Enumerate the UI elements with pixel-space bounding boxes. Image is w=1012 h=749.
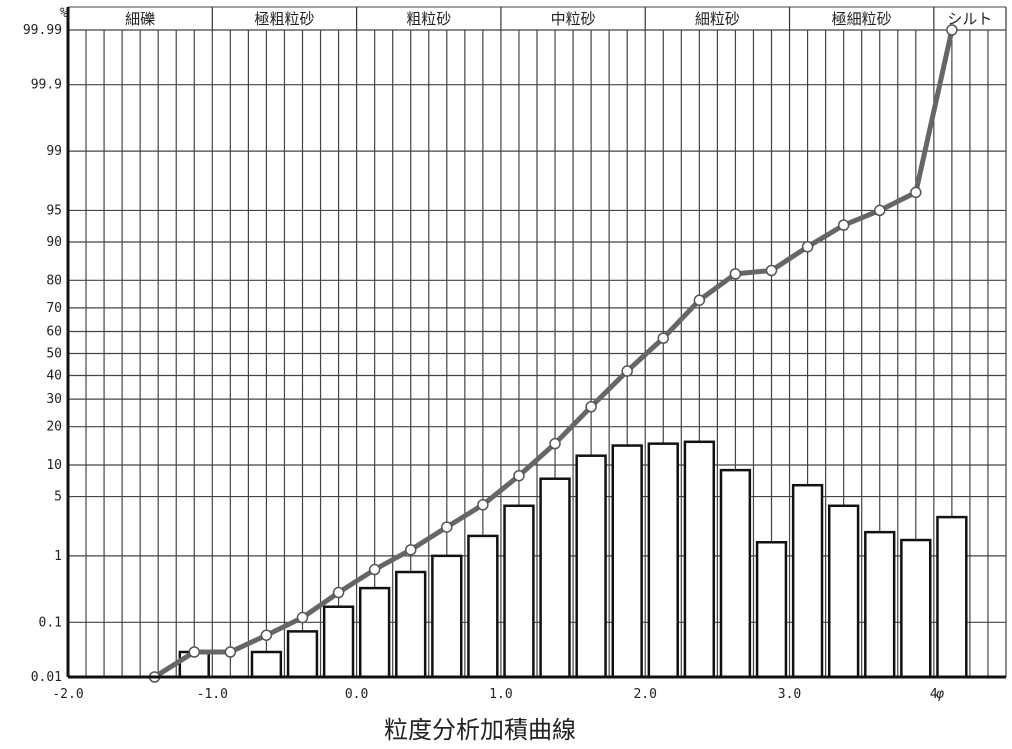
y-tick-label: 99 (46, 144, 62, 159)
y-tick-label: 99.9 (31, 78, 62, 93)
x-tick-label: 3.0 (778, 687, 801, 702)
bar (900, 538, 932, 679)
x-tick-label: 4 (930, 687, 938, 702)
y-tick-label: 50 (46, 347, 62, 362)
cumulative-point (441, 521, 453, 533)
cumulative-point (765, 264, 778, 277)
cumulative-point (946, 24, 958, 36)
bar (647, 442, 679, 679)
cumulative-curve (148, 24, 958, 683)
cumulative-point (260, 629, 273, 641)
class-label: シルト (947, 10, 992, 28)
y-tick-label: 5 (54, 490, 62, 505)
class-label: 粗粒砂 (406, 10, 451, 28)
y-tick-label: 1 (54, 549, 62, 564)
cumulative-point (621, 365, 633, 377)
cumulative-point (910, 186, 922, 199)
bar (395, 570, 427, 679)
y-tick-label: 0.01 (31, 670, 62, 685)
x-unit-label: φ (936, 687, 944, 702)
x-tick-label: 2.0 (633, 687, 656, 702)
class-label: 極粗粒砂 (254, 10, 314, 28)
bar (322, 605, 355, 679)
bar (575, 454, 607, 679)
bar (827, 504, 860, 679)
y-unit-label: % (60, 6, 68, 21)
bar (791, 483, 824, 679)
x-tick-label: -1.0 (197, 687, 228, 702)
bar (611, 444, 643, 679)
cumulative-point (224, 646, 237, 658)
cumulative-point (837, 219, 850, 231)
x-tick-label: 0.0 (345, 687, 368, 702)
cumulative-point (873, 204, 886, 217)
cumulative-point (368, 563, 381, 576)
bar (286, 630, 319, 679)
y-tick-label: 99.99 (23, 23, 62, 38)
x-tick-label: 1.0 (489, 687, 512, 702)
cumulative-point (657, 332, 670, 344)
bar (358, 586, 391, 679)
y-tick-label: 20 (46, 420, 62, 435)
chart-labels: 0.01 0.1 1 5 10 20 30 40 50 60 70 80 90 95 99 99.9 99.99… (23, 10, 993, 702)
cumulative-point (404, 544, 417, 556)
cumulative-point (296, 611, 309, 624)
y-tick-label: 30 (46, 392, 62, 407)
cumulative-point (585, 401, 597, 413)
class-label: 極細粒砂 (832, 10, 892, 28)
y-tick-label: 95 (46, 203, 62, 218)
bar (864, 530, 896, 679)
bar (936, 515, 968, 679)
y-tick-label: 90 (46, 235, 62, 250)
bar (539, 477, 571, 679)
y-tick-label: 40 (46, 369, 62, 384)
y-tick-label: 0.1 (39, 615, 62, 630)
bar (503, 504, 535, 679)
bar (431, 554, 463, 679)
y-tick-label: 80 (46, 273, 62, 288)
chart-axes (66, 6, 1007, 679)
cumulative-point (801, 241, 814, 253)
cumulative-point (332, 586, 345, 599)
y-tick-label: 10 (46, 458, 62, 473)
bar (683, 440, 716, 679)
chart-title: 粒度分析加積曲線 (384, 716, 576, 744)
bar (719, 468, 752, 679)
bar (755, 541, 788, 679)
bar (250, 650, 283, 679)
cumulative-point (549, 437, 561, 450)
cumulative-point (513, 469, 525, 482)
cumulative-point (477, 499, 489, 511)
class-label: 中粒砂 (551, 10, 596, 28)
cumulative-point (729, 268, 742, 280)
class-label: 細粒砂 (695, 10, 740, 28)
cumulative-point (188, 646, 201, 658)
frequency-bars (178, 440, 968, 679)
x-tick-label: -2.0 (52, 687, 83, 702)
class-label: 細礫 (125, 10, 155, 28)
bar (467, 534, 499, 679)
y-tick-label: 70 (46, 301, 62, 316)
y-tick-label: 60 (46, 324, 62, 339)
cumulative-point (693, 294, 706, 306)
